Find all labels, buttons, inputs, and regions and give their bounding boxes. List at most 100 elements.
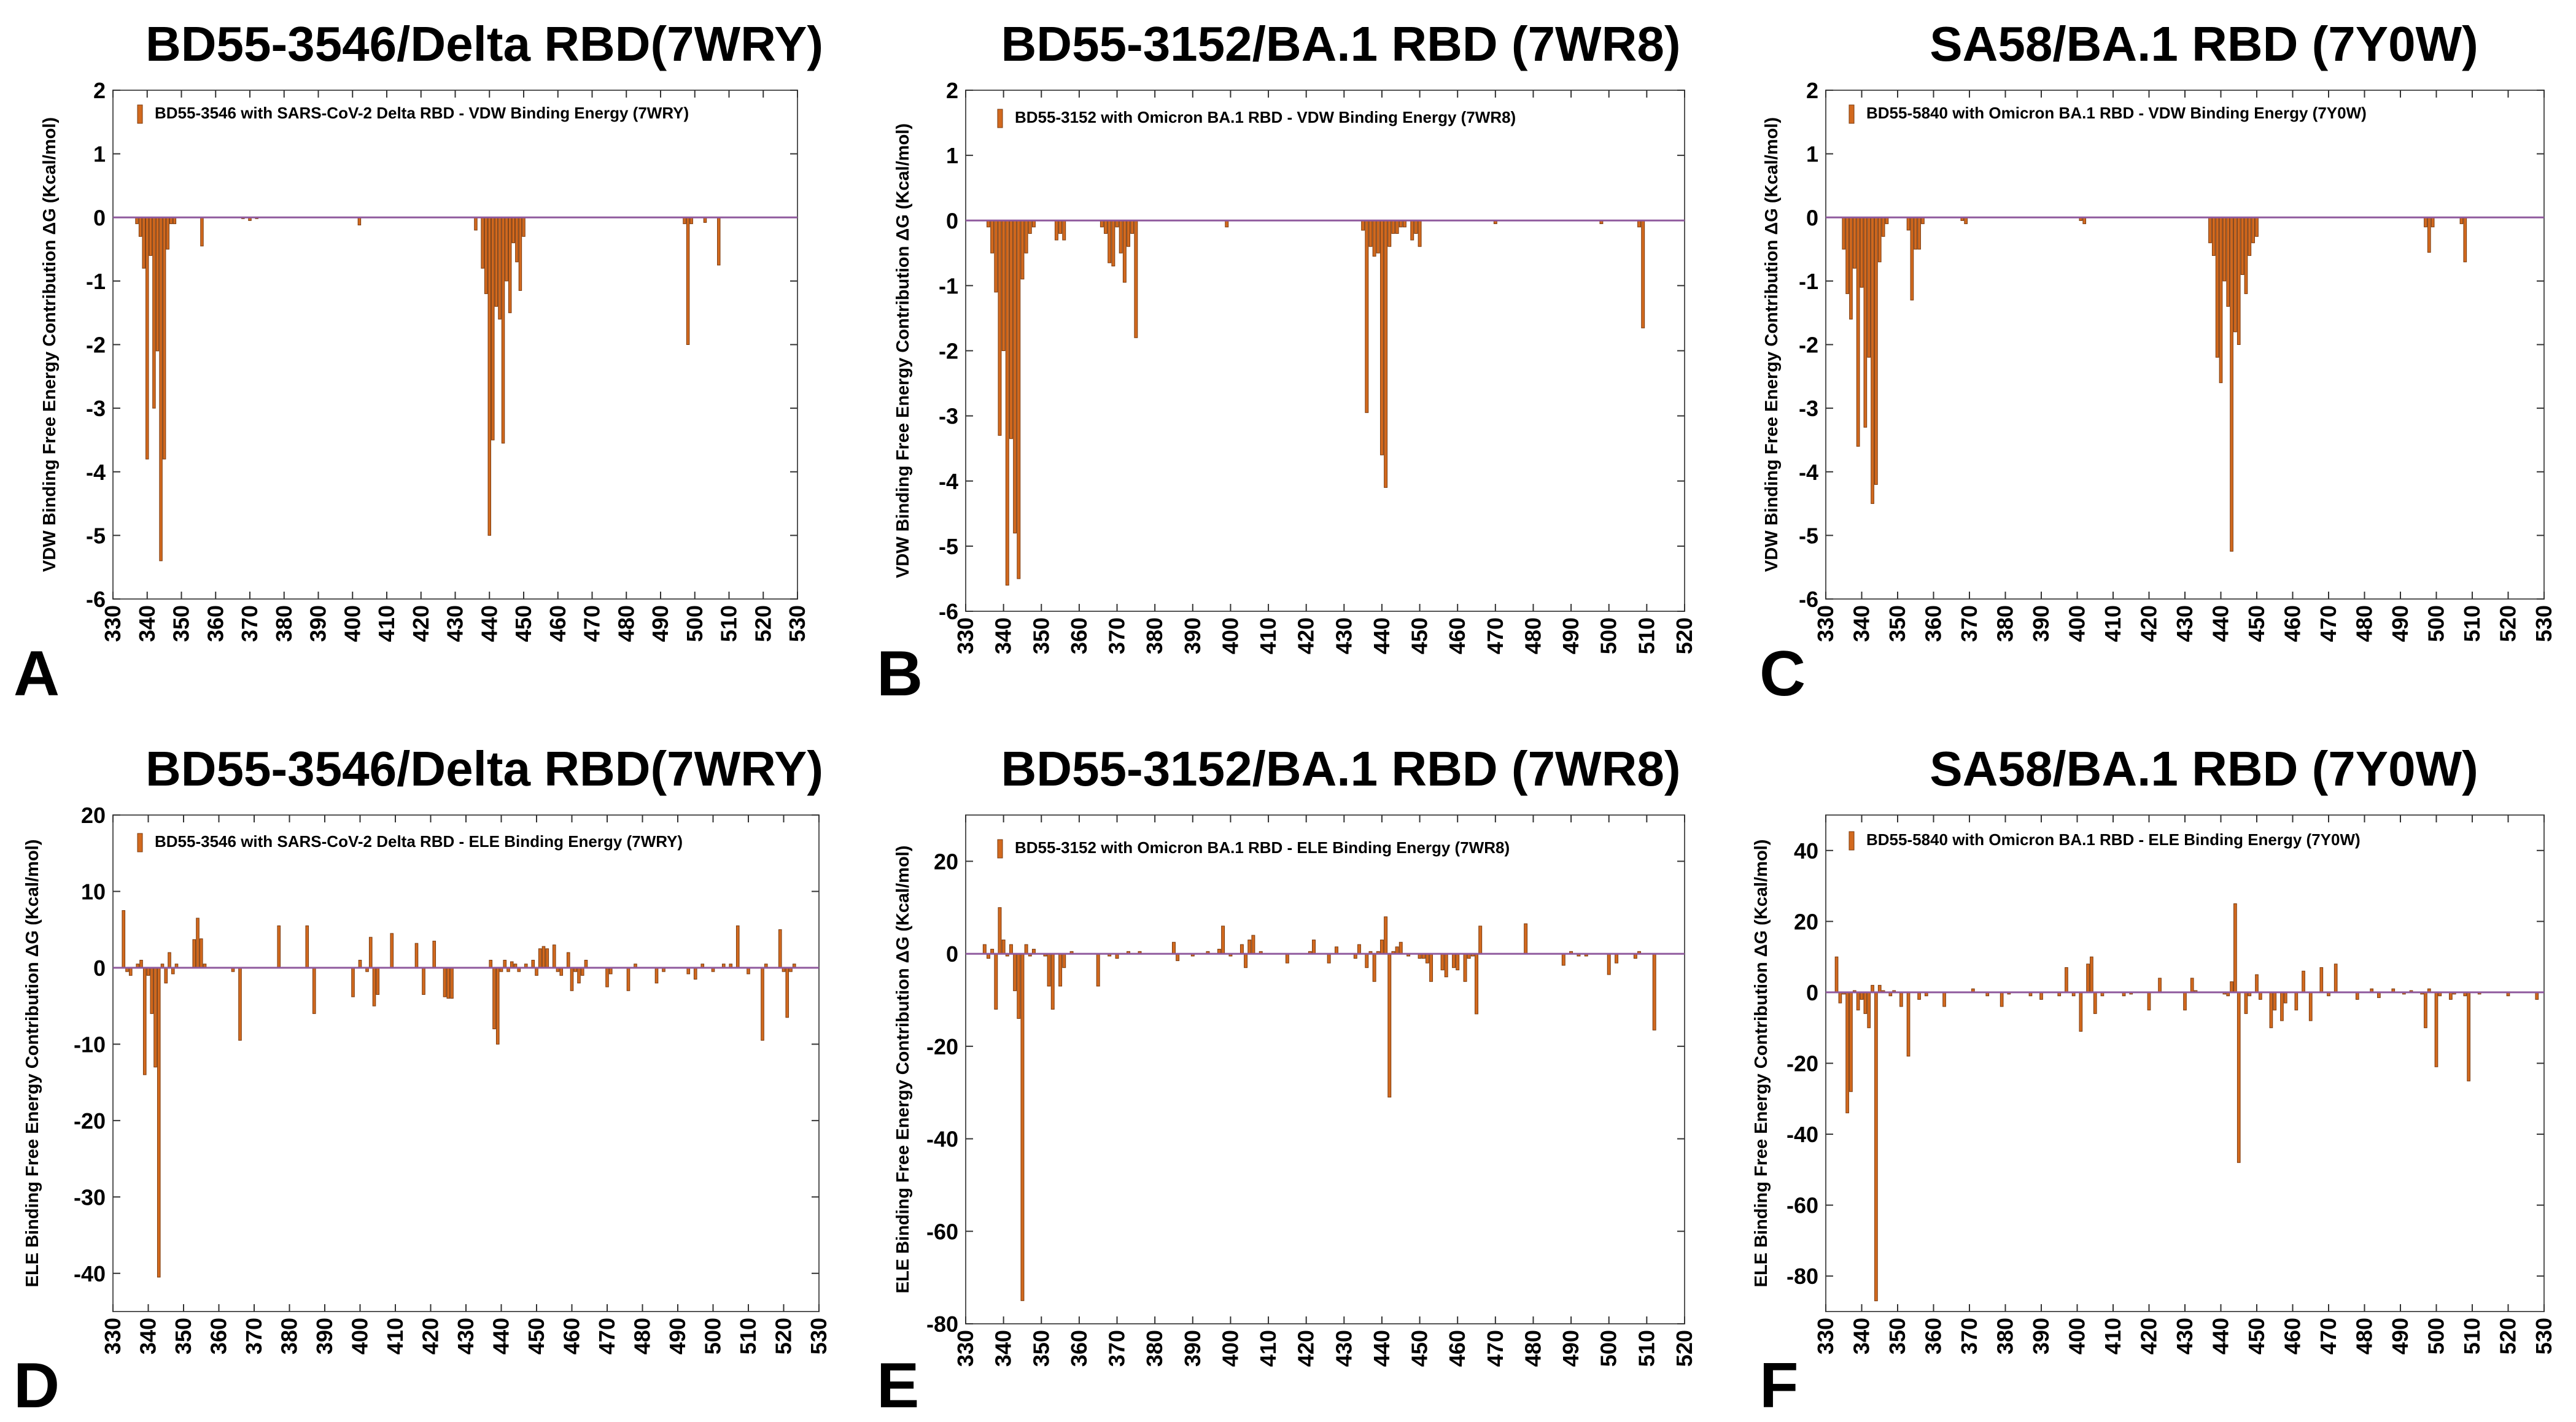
x-tick-label: 510 — [1634, 1330, 1659, 1367]
bar-residue-444 — [501, 217, 505, 444]
bar-residue-339 — [998, 907, 1002, 954]
bar-residue-353 — [192, 939, 196, 968]
bar-residue-377 — [277, 925, 281, 968]
bar-residue-344 — [1017, 220, 1021, 579]
bar-residue-440 — [2219, 217, 2223, 384]
bar-residue-355 — [1914, 217, 1918, 250]
bar-residue-441 — [2222, 217, 2227, 282]
x-tick-label: 340 — [1849, 1318, 1874, 1354]
legend-swatch — [1849, 831, 1855, 851]
bar-residue-337 — [1849, 217, 1853, 320]
bar-residue-462 — [1463, 953, 1467, 982]
bar-residue-345 — [164, 967, 168, 984]
bar-residue-438 — [492, 967, 496, 1029]
x-tick-label: 350 — [1885, 1318, 1910, 1354]
x-tick-label: 420 — [2136, 1318, 2162, 1354]
x-tick-label: 340 — [1849, 605, 1874, 642]
x-tick-label: 380 — [271, 605, 297, 642]
x-tick-label: 460 — [1445, 1330, 1470, 1367]
bar-residue-342 — [1867, 217, 1871, 358]
bar-residue-428 — [1335, 946, 1338, 954]
bar-residue-500 — [2434, 992, 2438, 1067]
y-tick-label: 2 — [1806, 78, 1818, 103]
x-tick-label: 520 — [1672, 1330, 1697, 1367]
x-tick-label: 450 — [1407, 1330, 1432, 1367]
bar-residue-444 — [2233, 217, 2237, 333]
x-tick-label: 490 — [2388, 1318, 2413, 1354]
legend-swatch — [997, 839, 1003, 859]
plot-frame — [965, 814, 1685, 1324]
bar-residue-461 — [2294, 992, 2299, 1011]
x-tick-label: 520 — [1672, 617, 1697, 654]
plot-frame — [112, 90, 798, 600]
bar-residue-356 — [1062, 953, 1066, 968]
legend-swatch — [997, 109, 1003, 128]
x-tick-label: 490 — [648, 605, 673, 642]
x-tick-label: 410 — [382, 1318, 408, 1354]
bar-residue-365 — [1096, 953, 1100, 987]
x-tick-label: 430 — [1331, 617, 1356, 654]
bar-residue-499 — [689, 217, 693, 225]
bar-residue-519 — [778, 929, 782, 968]
bar-residue-368 — [1108, 220, 1112, 263]
bar-residue-442 — [2226, 217, 2230, 307]
y-tick-label: -6 — [86, 587, 106, 612]
bar-residue-443 — [1391, 220, 1395, 234]
bar-residue-354 — [1910, 217, 1914, 301]
bar-residue-340 — [146, 967, 150, 976]
x-tick-label: 480 — [630, 1318, 655, 1354]
legend-swatch — [137, 104, 143, 124]
y-axis-label: ELE Binding Free Energy Contribution ΔG … — [1752, 840, 1771, 1288]
x-tick-label: 350 — [1885, 605, 1910, 642]
x-tick-label: 460 — [1445, 617, 1470, 654]
chart-title: SA58/BA.1 RBD (7Y0W) — [1930, 741, 2478, 796]
y-tick-label: -80 — [926, 1312, 958, 1337]
bar-residue-345 — [1020, 220, 1025, 280]
x-tick-label: 340 — [991, 617, 1016, 654]
y-tick-label: -5 — [1799, 523, 1818, 548]
bar-residue-335 — [982, 944, 987, 954]
bar-residue-512 — [1652, 953, 1656, 1030]
x-tick-label: 500 — [1596, 617, 1621, 654]
legend-label: BD55-3152 with Omicron BA.1 RBD - VDW Bi… — [1015, 108, 1516, 126]
bar-residue-446 — [2240, 217, 2244, 276]
bar-residue-346 — [1024, 220, 1028, 253]
bar-residue-507 — [735, 925, 740, 968]
y-tick-label: 10 — [81, 879, 106, 904]
bar-residue-441 — [491, 217, 495, 441]
bar-residue-436 — [1365, 220, 1369, 413]
x-tick-label: 390 — [2028, 605, 2054, 642]
bar-residue-397 — [2065, 967, 2068, 993]
bar-residue-448 — [1410, 220, 1414, 241]
bar-residue-442 — [1387, 953, 1392, 1098]
bar-residue-454 — [2269, 992, 2273, 1029]
x-tick-label: 380 — [277, 1318, 302, 1354]
x-tick-label: 360 — [1921, 1318, 1946, 1354]
bar-residue-438 — [2211, 217, 2216, 256]
x-tick-label: 350 — [1028, 617, 1053, 654]
chart-title: BD55-3546/Delta RBD(7WRY) — [145, 741, 823, 796]
bar-residue-418 — [422, 967, 425, 995]
x-tick-label: 470 — [2316, 605, 2341, 642]
bar-residue-445 — [2237, 217, 2241, 345]
bar-residue-353 — [1906, 217, 1911, 231]
chart-title: SA58/BA.1 RBD (7Y0W) — [1930, 17, 2478, 71]
bar-residue-339 — [142, 217, 145, 269]
bar-residue-374 — [1130, 220, 1135, 234]
x-tick-label: 470 — [1483, 1330, 1508, 1367]
bar-residue-424 — [443, 967, 447, 997]
y-tick-label: 20 — [1794, 909, 1818, 934]
bar-residue-451 — [2259, 992, 2262, 1000]
x-tick-label: 500 — [2424, 1318, 2449, 1354]
bar-residue-405 — [376, 967, 380, 995]
bar-residue-398 — [1221, 925, 1225, 954]
plot-frame — [1825, 90, 2545, 600]
chart-panel-d: BD55-3546/Delta RBD(7WRY) D ELE Binding Fr… — [14, 741, 831, 1421]
bar-residue-339 — [142, 967, 147, 1075]
bar-residue-403 — [2086, 964, 2090, 993]
bar-residue-436 — [1365, 953, 1369, 968]
bar-residue-335 — [1842, 217, 1846, 250]
bar-residue-372 — [1122, 220, 1127, 283]
bar-residue-451 — [538, 948, 542, 968]
chart-title: BD55-3546/Delta RBD(7WRY) — [145, 17, 823, 71]
